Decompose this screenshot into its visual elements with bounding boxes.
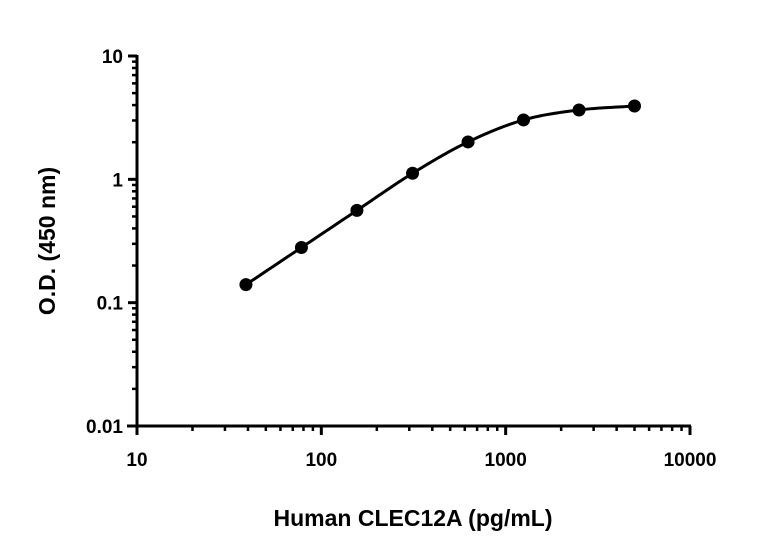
data-point <box>572 103 586 117</box>
data-point <box>406 166 420 180</box>
plot-area <box>239 99 642 292</box>
y-tick-label: 0.1 <box>97 294 124 315</box>
x-tick-label: 10 <box>126 450 147 471</box>
x-tick-label: 10000 <box>664 450 717 471</box>
x-axis: 10 100 1000 10000 <box>126 424 717 471</box>
y-axis-title: O.D. (450 nm) <box>34 167 60 315</box>
y-tick-label: 1 <box>112 170 123 191</box>
data-point <box>350 203 364 217</box>
data-points <box>239 99 642 292</box>
y-tick-label: 10 <box>102 47 123 68</box>
fit-curve <box>245 104 635 286</box>
data-point <box>239 278 253 292</box>
x-tick-label: 100 <box>305 450 337 471</box>
y-tick-label: 0.01 <box>86 417 123 438</box>
data-point <box>461 135 475 149</box>
data-point <box>294 241 308 255</box>
data-point <box>517 113 531 127</box>
data-point <box>628 99 642 113</box>
x-axis-title: Human CLEC12A (pg/mL) <box>274 505 553 531</box>
y-axis: 0.01 0.1 1 10 <box>86 47 139 438</box>
x-tick-label: 1000 <box>485 450 527 471</box>
